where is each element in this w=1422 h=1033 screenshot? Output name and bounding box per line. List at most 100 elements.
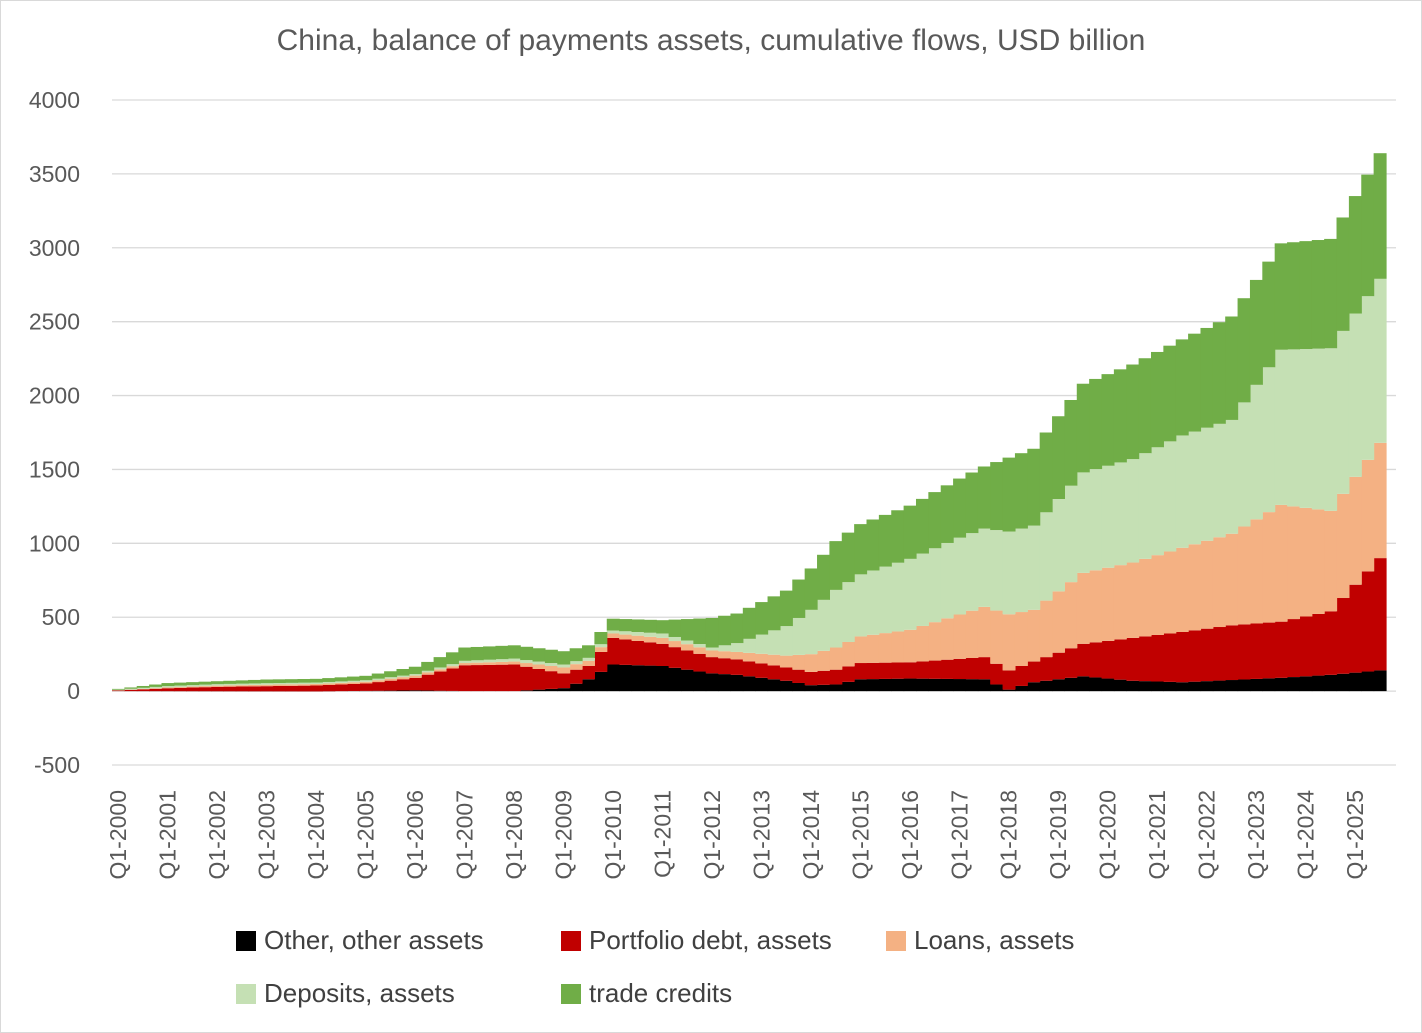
data-bar xyxy=(408,690,422,692)
data-bar xyxy=(940,678,954,692)
data-bar xyxy=(285,684,299,686)
data-bar xyxy=(779,590,793,627)
data-bar xyxy=(643,665,657,692)
data-bar xyxy=(1299,241,1313,350)
data-bar xyxy=(829,669,843,685)
data-bar xyxy=(582,645,595,658)
data-bar xyxy=(1101,640,1115,679)
series-portfolio-debt-assets xyxy=(112,558,1387,692)
data-bar xyxy=(136,685,150,688)
x-tick-label: Q1-2013 xyxy=(748,790,774,880)
data-bar xyxy=(631,640,645,666)
data-bar xyxy=(606,618,620,631)
data-bar xyxy=(173,687,187,688)
data-bar xyxy=(1373,442,1387,559)
data-bar xyxy=(285,679,299,683)
data-bar xyxy=(1076,643,1090,677)
data-bar xyxy=(223,683,237,686)
data-bar xyxy=(668,647,682,668)
data-bar xyxy=(965,610,979,658)
data-bar xyxy=(730,613,744,644)
data-bar xyxy=(248,686,262,692)
data-bar xyxy=(433,669,447,672)
data-bar xyxy=(1064,485,1078,583)
data-bar xyxy=(767,630,781,655)
data-bar xyxy=(260,679,274,684)
data-bar xyxy=(445,652,459,665)
data-bar xyxy=(668,636,682,642)
y-tick-label: 2500 xyxy=(29,309,80,335)
data-bar xyxy=(1373,278,1387,443)
data-bar xyxy=(1126,364,1140,460)
data-bar xyxy=(1101,567,1115,641)
data-bar xyxy=(1361,671,1375,692)
data-bar xyxy=(643,632,657,637)
data-bar xyxy=(1188,431,1202,545)
data-bar xyxy=(1212,423,1226,538)
data-bar xyxy=(792,654,806,670)
data-bar xyxy=(483,659,497,663)
data-bar xyxy=(1052,416,1066,499)
legend: Other, other assets Portfolio debt, asset… xyxy=(236,925,1136,1025)
data-bar xyxy=(124,688,138,690)
data-bar xyxy=(210,686,224,692)
data-bar xyxy=(1138,558,1152,637)
data-bar xyxy=(1336,673,1350,692)
data-bar xyxy=(1052,499,1066,592)
data-bar xyxy=(309,684,323,686)
data-bar xyxy=(1249,519,1263,624)
data-bar xyxy=(1311,675,1325,692)
data-bar xyxy=(1101,465,1115,568)
data-bar xyxy=(718,651,732,659)
x-tick-label: Q1-2002 xyxy=(204,790,230,880)
data-bar xyxy=(112,690,125,692)
data-bar xyxy=(136,687,150,689)
data-bar xyxy=(829,647,843,670)
data-bar xyxy=(483,646,497,660)
data-bar xyxy=(1311,509,1325,614)
data-bar xyxy=(359,681,373,684)
data-bar xyxy=(347,684,360,692)
data-bar xyxy=(520,660,534,664)
data-bar xyxy=(619,619,633,632)
data-bar xyxy=(210,681,224,685)
data-bar xyxy=(718,674,732,692)
y-tick-label: 4000 xyxy=(29,87,80,113)
data-bar xyxy=(619,664,633,692)
data-bar xyxy=(619,634,633,640)
data-bar xyxy=(1212,627,1226,681)
data-bar xyxy=(1089,570,1103,643)
data-bar xyxy=(1150,555,1164,635)
data-bar xyxy=(347,682,360,684)
data-bar xyxy=(779,655,793,668)
data-bar xyxy=(1348,584,1362,673)
data-bar xyxy=(977,657,991,680)
data-bar xyxy=(1002,531,1016,615)
data-bar xyxy=(161,687,175,689)
data-bar xyxy=(569,648,583,662)
data-bar xyxy=(841,681,855,692)
data-bar xyxy=(656,637,670,644)
data-bar xyxy=(829,589,843,648)
data-bar xyxy=(854,636,868,664)
data-bar xyxy=(371,682,385,691)
data-bar xyxy=(668,641,682,648)
x-tick-label: Q1-2015 xyxy=(847,790,873,880)
data-bar xyxy=(891,662,905,679)
data-bar xyxy=(384,677,398,679)
data-bar xyxy=(953,537,967,615)
data-bar xyxy=(817,670,830,685)
legend-item: Loans, assets xyxy=(886,925,1074,956)
data-bar xyxy=(841,582,855,642)
y-tick-label: 0 xyxy=(67,678,80,704)
data-bar xyxy=(1002,457,1016,532)
data-bar xyxy=(1163,441,1177,552)
data-bar xyxy=(433,657,447,668)
data-bar xyxy=(903,505,917,559)
data-bar xyxy=(1287,619,1301,678)
legend-swatch xyxy=(561,983,581,1004)
data-bar xyxy=(248,684,262,687)
data-bar xyxy=(458,665,472,692)
data-bar xyxy=(396,679,410,691)
data-bar xyxy=(990,663,1004,685)
